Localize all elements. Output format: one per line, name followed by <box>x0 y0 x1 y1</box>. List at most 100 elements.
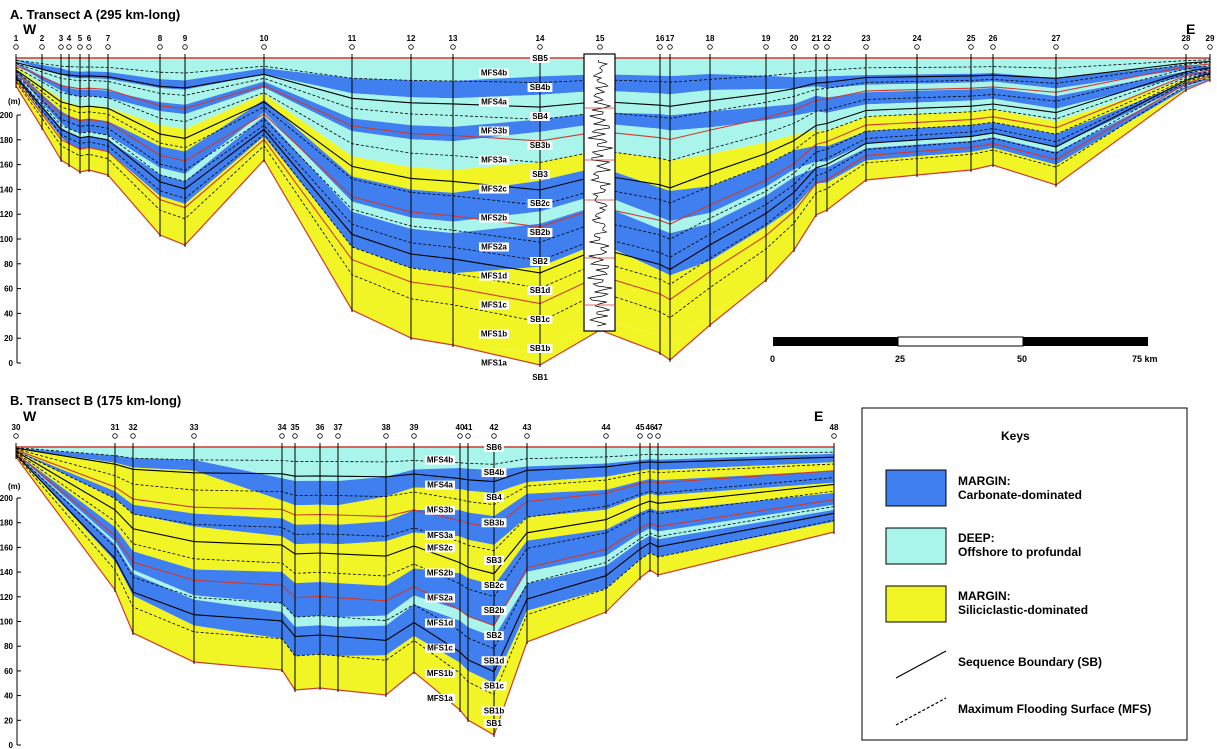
transect-a-label-sb2b: SB2b <box>530 228 551 237</box>
transect-a-label-bg-mfs2b <box>479 213 509 223</box>
transect-b-label-bg-mfs3a <box>425 530 455 540</box>
legend-siliciclastic-line2: Siliciclastic-dominated <box>958 603 1088 617</box>
transect-a-well-label: 20 <box>790 34 799 43</box>
transect-b-axis-tick-label: 60 <box>4 667 13 676</box>
transect-a-well-marker <box>791 44 797 50</box>
transect-a-well-marker <box>667 44 673 50</box>
transect-a-well-label: 3 <box>59 34 64 43</box>
transect-b-well-marker <box>279 433 285 439</box>
transect-a-axis-tick-label: 60 <box>4 285 13 294</box>
transect-a-label-mfs3a: MFS3a <box>481 156 507 165</box>
scale-segment <box>773 337 898 346</box>
transect-a-well-label: 10 <box>260 34 269 43</box>
transect-b-axis-tick-label: 140 <box>0 568 14 577</box>
scale-label-50: 50 <box>1017 354 1027 364</box>
transect-a-label-mfs2b: MFS2b <box>481 214 507 223</box>
transect-a-axis-tick-label: 100 <box>0 235 14 244</box>
transect-b-axis-tick-label: 20 <box>4 716 13 725</box>
transect-b-well-label: 45 <box>636 423 645 432</box>
well-15-log <box>583 53 616 332</box>
transect-b-well-marker <box>831 433 837 439</box>
transect-b-label-mfs1c: MFS1c <box>427 644 453 653</box>
scale-segment <box>1023 337 1148 346</box>
transect-b-label-bg-mfs4b <box>425 455 455 465</box>
transect-b-axis-tick-label: 180 <box>0 519 14 528</box>
transect-b-axis-unit: (m) <box>8 482 21 491</box>
transect-a-axis-tick-label: 140 <box>0 185 14 194</box>
transect-a-well-marker <box>968 44 974 50</box>
transect-b-axis-tick-label: 100 <box>0 618 14 627</box>
transect-a-label-bg-sb1 <box>530 373 550 382</box>
transect-a-east-label: E <box>1186 21 1195 37</box>
transect-b-well-marker <box>411 433 417 439</box>
transect-a-well-marker <box>1183 44 1189 50</box>
transect-a-label-bg-mfs3a <box>479 155 509 165</box>
transect-b-well-label: 42 <box>490 423 499 432</box>
legend-carbonate-line2: Carbonate-dominated <box>958 488 1082 502</box>
transect-b-label-mfs2a: MFS2a <box>427 594 453 603</box>
transect-b-label-sb1d: SB1d <box>484 656 505 665</box>
transect-a-well-marker <box>863 44 869 50</box>
transect-a-well-marker <box>349 44 355 50</box>
transect-b-facies-band <box>16 455 834 735</box>
transect-a-axis-tick-label: 0 <box>9 359 14 368</box>
transect-a-label-bg-mfs4b <box>479 68 509 78</box>
transect-b-axis-tick-label: 0 <box>9 741 14 749</box>
transect-b-label-mfs1d: MFS1d <box>427 619 453 628</box>
legend-siliciclastic-line1: MARGIN: <box>958 589 1011 603</box>
legend-deep-line2: Offshore to profundal <box>958 545 1081 559</box>
transect-b-label-mfs2c: MFS2c <box>427 543 453 552</box>
transect-b-label-bg-mfs2a <box>425 593 455 603</box>
transect-b-well-label: 31 <box>111 423 120 432</box>
transect-b-label-bg-sb3b <box>481 518 507 528</box>
transect-a-well-label: 27 <box>1052 34 1061 43</box>
transect-a-well-marker <box>408 44 414 50</box>
transect-b-well-label: 47 <box>654 423 663 432</box>
transect-b-label-sb3b: SB3b <box>484 518 505 527</box>
transect-b-section <box>15 446 835 736</box>
transect-b-well-label: 36 <box>316 423 325 432</box>
transect-a-well-label: 28 <box>1182 34 1191 43</box>
transect-b-label-sb2c: SB2c <box>484 581 505 590</box>
transect-a-label-bg-sb1b <box>527 344 553 353</box>
transect-b-label-bg-sb4 <box>484 493 504 503</box>
transect-b-label-sb1: SB1 <box>486 719 502 728</box>
transect-b-label-bg-sb1d <box>481 656 507 666</box>
transect-a-well-marker <box>157 44 163 50</box>
transect-b-label-bg-sb6 <box>484 443 504 452</box>
transect-a-well-marker <box>707 44 713 50</box>
transect-a-well-label: 4 <box>67 34 72 43</box>
transect-a-label-mfs1b: MFS1b <box>481 330 507 339</box>
transect-a-well-marker <box>261 44 267 50</box>
transect-a-label-bg-mfs3b <box>479 126 509 136</box>
scale-label-0: 0 <box>770 354 775 364</box>
transect-a-well-label: 24 <box>913 34 922 43</box>
transect-b-label-sb1b: SB1b <box>484 706 505 715</box>
transect-a-surface-labels: SB5 MFS4b SB4b MFS4a SB4 MFS3b SB3b MFS3a SB3 MFS… <box>479 54 553 382</box>
transect-b-well-label: 32 <box>129 423 138 432</box>
transect-a-label-sb3: SB3 <box>532 170 548 179</box>
transect-b-label-bg-sb1c <box>481 681 507 691</box>
transect-b-facies-band <box>16 451 834 586</box>
transect-b-title: B. Transect B (175 km-long) <box>10 393 181 408</box>
transect-a-well-label: 11 <box>348 34 357 43</box>
transect-b-well-label: 30 <box>12 423 21 432</box>
transect-b-well-label: 35 <box>291 423 300 432</box>
transect-a-well-marker <box>1053 44 1059 50</box>
transect-b-axis-tick-label: 160 <box>0 543 14 552</box>
transect-b-axis-tick-label: 80 <box>4 642 13 651</box>
transect-b-label-bg-mfs3b <box>425 505 455 515</box>
transect-b-label-bg-mfs1b <box>425 668 455 678</box>
transect-a-well-label: 1 <box>14 34 19 43</box>
transect-b-label-sb3: SB3 <box>486 556 502 565</box>
transect-a-well-label: 9 <box>183 34 188 43</box>
transect-a-well-marker <box>86 44 92 50</box>
transect-a-axis-unit: (m) <box>8 97 21 106</box>
transect-b-well-marker <box>655 433 661 439</box>
transect-b-well-marker <box>292 433 298 439</box>
transect-b-well-marker <box>191 433 197 439</box>
transect-b-label-mfs3a: MFS3a <box>427 531 453 540</box>
transect-b-label-sb2: SB2 <box>486 631 502 640</box>
transect-b-facies-band <box>16 450 834 545</box>
transect-a-well-marker <box>657 44 663 50</box>
